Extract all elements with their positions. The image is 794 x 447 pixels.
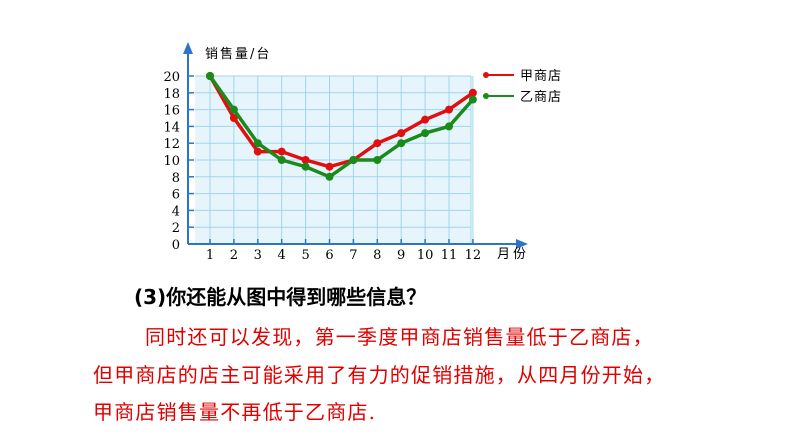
data-point (373, 139, 382, 148)
data-point (325, 162, 334, 171)
data-point (445, 122, 453, 131)
x-tick-label: 1 (206, 248, 214, 263)
answer-line-3: 甲商店销售量不再低于乙商店. (93, 400, 377, 424)
y-tick-label: 4 (172, 204, 180, 219)
x-tick-label: 4 (278, 248, 286, 263)
y-tick-label: 0 (172, 238, 180, 253)
x-tick-label: 11 (441, 248, 458, 263)
y-tick-label: 14 (163, 120, 180, 135)
y-tick-label: 12 (163, 137, 180, 152)
data-point (301, 162, 310, 171)
data-point (421, 115, 430, 124)
data-point (253, 147, 262, 156)
y-axis-label: 销售量/台 (205, 46, 271, 62)
data-point (445, 105, 453, 114)
x-tick-label: 6 (325, 248, 333, 263)
data-point (229, 114, 238, 122)
x-tick-label: 2 (230, 248, 238, 263)
data-point (301, 156, 310, 164)
y-tick-label: 6 (172, 188, 180, 203)
series-line (208, 75, 474, 169)
data-point (349, 156, 358, 164)
legend-label: 乙商店 (520, 90, 562, 105)
data-point (253, 139, 262, 148)
data-point (206, 72, 214, 80)
question-heading: (3)你还能从图中得到哪些信息？ (134, 285, 427, 309)
x-tick-label: 8 (373, 248, 381, 263)
y-tick-label: 2 (172, 221, 180, 236)
legend-label: 甲商店 (520, 69, 562, 84)
legend-swatch-dot (483, 72, 489, 78)
data-point (397, 139, 406, 148)
data-point (229, 105, 238, 114)
data-point (325, 172, 334, 181)
x-tick-label: 12 (465, 248, 482, 263)
y-tick-label: 8 (172, 171, 180, 186)
data-point (468, 95, 477, 104)
x-tick-label: 3 (254, 248, 262, 263)
y-tick-label: 18 (163, 87, 180, 102)
data-point (397, 129, 406, 138)
x-axis-label: 月份 (497, 247, 529, 262)
data-point (277, 147, 286, 156)
y-tick-label: 20 (163, 70, 180, 85)
data-series (206, 72, 477, 181)
y-tick-label: 10 (163, 154, 180, 169)
axes (183, 42, 528, 249)
legend-swatch-dot (483, 93, 489, 99)
x-axis-arrow (516, 239, 528, 249)
x-tick-label: 9 (397, 248, 405, 263)
x-tick-label: 7 (349, 248, 357, 263)
data-point (373, 156, 382, 164)
answer-line-2: 但甲商店的店主可能采用了有力的促销措施，从四月份开始， (93, 363, 666, 387)
x-tick-label: 10 (417, 248, 434, 263)
answer-line-1: 同时还可以发现，第一季度甲商店销售量低于乙商店， (145, 325, 654, 349)
data-point (421, 129, 430, 138)
series-line (208, 74, 475, 179)
data-point (277, 156, 286, 164)
data-point (468, 88, 477, 97)
y-tick-label: 16 (163, 104, 180, 119)
x-tick-label: 5 (301, 248, 309, 263)
y-axis-arrow (183, 42, 193, 54)
series-2 (206, 72, 477, 181)
